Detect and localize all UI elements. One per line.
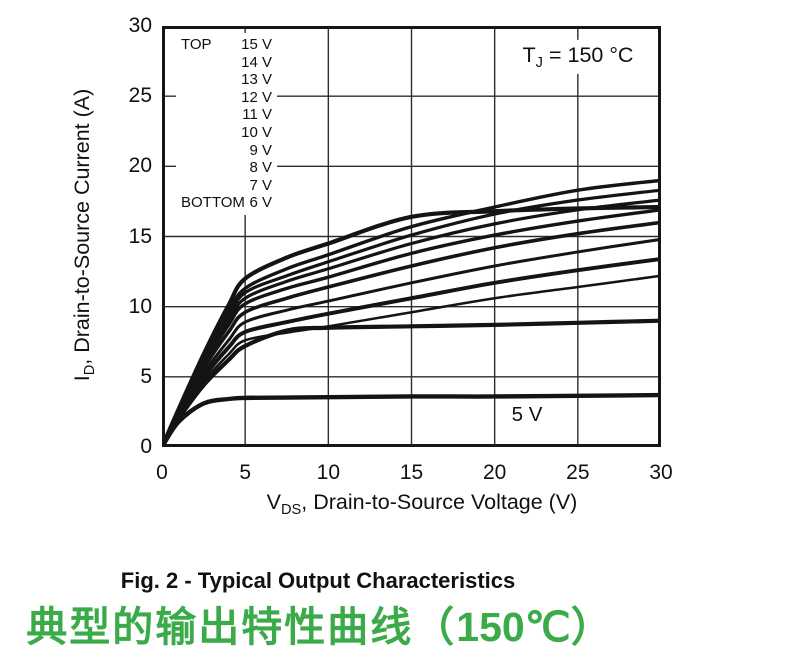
curve-vgs-9v (162, 237, 661, 447)
x-tick-label: 30 (649, 461, 673, 484)
plot-frame (162, 26, 661, 447)
legend-row: 11 V (181, 106, 272, 124)
curves-layer (162, 178, 661, 447)
plot-svg (162, 26, 661, 447)
legend-row: BOTTOM 6 V (181, 194, 272, 212)
legend-vgs-value: 7 V (249, 176, 272, 194)
legend-position-label: TOP (181, 36, 212, 53)
legend-row: 9 V (181, 142, 272, 160)
caption-close-paren: ） (570, 604, 614, 650)
legend-vgs-value: 11 V (242, 106, 272, 124)
legend-row: 12 V (181, 89, 272, 107)
x-tick-label: 20 (482, 461, 507, 484)
caption-chinese: 典型的输出特性曲线（150℃） (26, 593, 613, 653)
x-tick-label: 25 (566, 461, 590, 484)
curve-vgs-5v (162, 392, 661, 447)
legend-vgs-value: 9 V (249, 141, 272, 159)
vgs-5v-curve-label: 5 V (505, 402, 549, 428)
curve-vgs-12v (162, 204, 661, 447)
legend-vgs-value: 15 V (241, 36, 272, 53)
legend-vgs-value: 6 V (249, 194, 272, 212)
legend-vgs-value: 8 V (249, 159, 272, 177)
caption-chinese-text: 典型的输出特性曲线（ (26, 604, 457, 650)
caption-temperature: 150℃ (456, 604, 571, 650)
legend-vgs-value: 12 V (241, 88, 272, 106)
legend-row: 14 V (181, 54, 272, 72)
tj-temperature-label: TJ = 150 °C (512, 39, 644, 75)
legend-row: TOP 15 V (181, 36, 272, 54)
y-tick-label: 20 (128, 154, 152, 178)
legend-vgs-value: 14 V (241, 53, 272, 71)
curve-vgs-6v (162, 318, 661, 447)
legend-row: 10 V (181, 124, 272, 142)
legend-row: 7 V (181, 177, 272, 195)
y-tick-label: 5 (140, 364, 152, 388)
y-tick-label: 10 (128, 294, 152, 318)
y-tick-label: 15 (128, 224, 152, 248)
x-tick-label: 5 (239, 461, 251, 484)
legend-row: 8 V (181, 159, 272, 177)
legend-vgs-value: 13 V (241, 71, 272, 89)
x-axis-title: VDS, Drain-to-Source Voltage (V) (266, 489, 578, 519)
legend-row: 13 V (181, 71, 272, 89)
curve-vgs-10v (162, 220, 661, 447)
gridlines (163, 27, 660, 446)
x-tick-label: 15 (399, 461, 424, 484)
x-tick-label: 0 (156, 461, 168, 484)
y-tick-label: 25 (128, 84, 152, 108)
y-axis-title: ID, Drain-to-Source Current (A) (69, 88, 99, 382)
y-tick-label: 0 (140, 435, 152, 458)
y-tick-label: 30 (128, 14, 152, 37)
x-tick-label: 10 (316, 461, 340, 484)
legend-position-label: BOTTOM (181, 194, 245, 212)
legend-vgs-value: 10 V (241, 123, 272, 141)
caption-english: Fig. 2 - Typical Output Characteristics (120, 568, 516, 593)
curve-vgs-8v (162, 256, 661, 447)
